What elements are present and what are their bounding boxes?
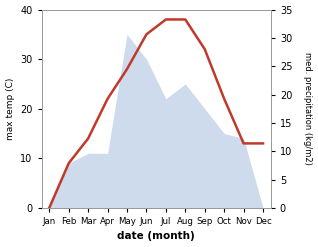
Y-axis label: med. precipitation (kg/m2): med. precipitation (kg/m2)	[303, 52, 313, 165]
Y-axis label: max temp (C): max temp (C)	[5, 78, 15, 140]
X-axis label: date (month): date (month)	[117, 231, 195, 242]
